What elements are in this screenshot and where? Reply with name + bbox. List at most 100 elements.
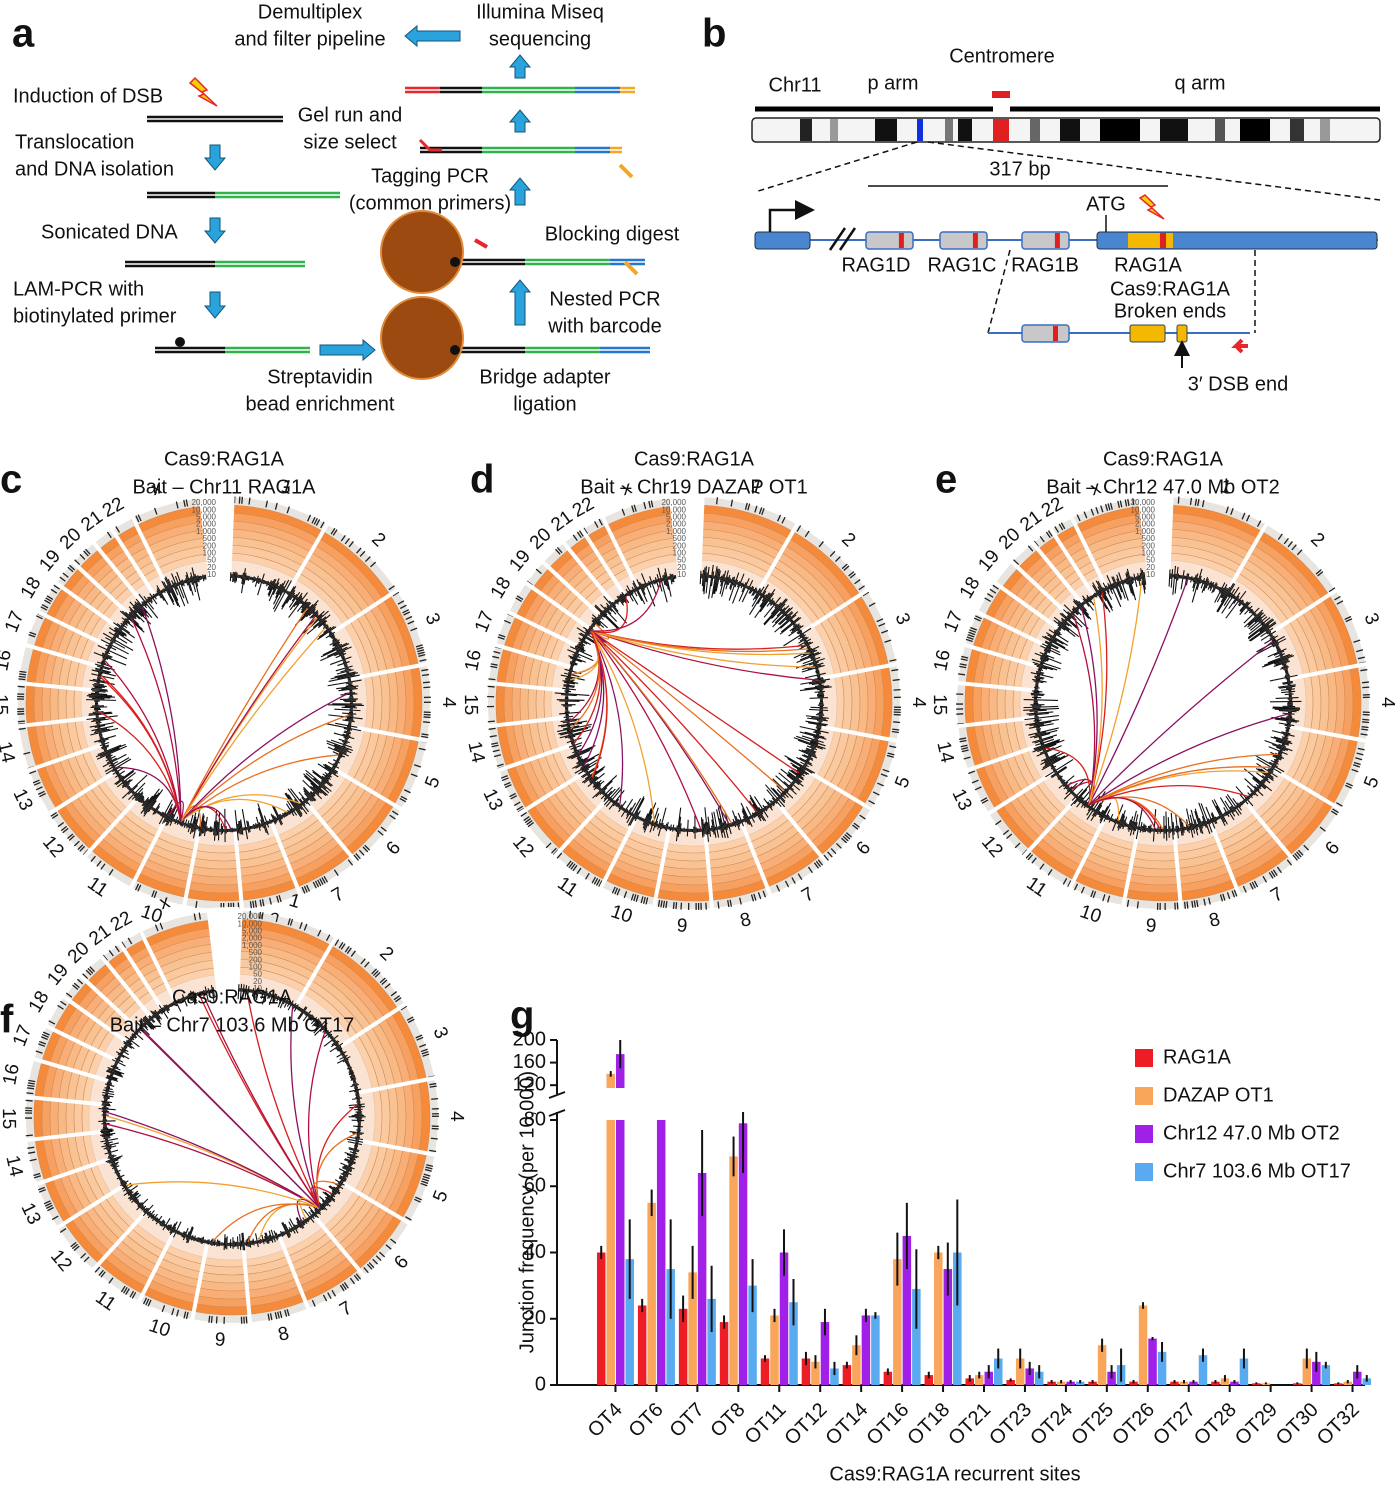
chromosome-label: 7 (1267, 883, 1287, 906)
bar (738, 1123, 748, 1385)
spoke (128, 816, 169, 890)
translocation-arc (97, 710, 182, 822)
x-tick-label: OT4 (584, 1399, 627, 1442)
translocation-arc (299, 1197, 320, 1220)
biotin (450, 345, 460, 355)
spoke (598, 816, 639, 890)
scale-label: 500 (203, 534, 217, 543)
scale-label: 20 (677, 563, 686, 572)
scale-label: 1,000 (1135, 527, 1156, 536)
spoke (357, 1075, 437, 1095)
bar (801, 1358, 811, 1385)
scale-label: 5,000 (196, 513, 217, 522)
label: Chr11 (769, 74, 822, 96)
spoke (330, 587, 400, 635)
label: and DNA isolation (15, 158, 174, 180)
translocation-arc (590, 581, 662, 632)
spoke (802, 767, 874, 812)
rss (972, 233, 978, 248)
scale-label: 50 (207, 556, 216, 565)
x-tick-label: OT11 (741, 1399, 791, 1449)
bead (380, 210, 464, 294)
chromosome-label: 6 (1321, 838, 1344, 860)
chromosome-label: 8 (276, 1323, 291, 1346)
spoke (130, 515, 170, 590)
scale-label: 50 (1146, 556, 1155, 565)
chromosome-label: 9 (214, 1329, 226, 1351)
spoke (23, 642, 102, 669)
chromosome-label: 18 (25, 988, 54, 1017)
chromosome-label: 20 (64, 938, 94, 968)
chromosome-label: 15 (929, 694, 950, 715)
label: (common primers) (349, 192, 511, 214)
spoke (34, 1156, 112, 1187)
histogram (554, 564, 832, 842)
bar (647, 1202, 656, 1385)
spoke (277, 1235, 311, 1312)
bar (1015, 1358, 1025, 1385)
chromosome-label: 14 (463, 740, 488, 766)
scale-label: 2,000 (242, 934, 263, 943)
chromosome-label: 7 (328, 883, 348, 906)
chromosome-label: 17 (1, 608, 28, 635)
band (1320, 119, 1330, 141)
scale-label: 10,000 (662, 505, 687, 514)
chromosome-label: 4 (1377, 697, 1395, 708)
y-axis-label: Junction frequency (per 10,000) (516, 1071, 538, 1353)
chromosome-label: 18 (487, 574, 516, 603)
bar (975, 1375, 984, 1385)
chromosome-label: 10 (1077, 901, 1104, 928)
chromosome-label: 16 (930, 648, 955, 673)
chromosome-label: 6 (852, 838, 875, 860)
bar (596, 1252, 606, 1385)
translocation-arc (180, 692, 350, 822)
bar (1148, 1338, 1157, 1385)
scale-label: 20 (253, 977, 262, 986)
chromosome-label: 15 (460, 694, 481, 715)
bar (852, 1345, 861, 1385)
bar (760, 1358, 770, 1385)
y-tick-label: 120 (513, 1073, 546, 1095)
spoke (340, 1181, 412, 1226)
bar (1302, 1358, 1312, 1385)
bar (820, 1322, 830, 1385)
scale-label: 20,000 (238, 912, 263, 921)
zoom (987, 249, 1256, 334)
spoke (25, 1129, 106, 1143)
chromosome-label: 4 (908, 697, 929, 708)
chromosome-label: 5 (421, 774, 444, 791)
x-tick-label: OT7 (666, 1399, 709, 1442)
bar (606, 1120, 615, 1385)
exon (1129, 324, 1166, 343)
bar (1097, 1345, 1107, 1385)
translocation-arc (290, 1006, 321, 1208)
spoke (1030, 540, 1084, 605)
exon (1176, 324, 1188, 343)
bar (615, 1120, 625, 1385)
chromosome-label: 18 (956, 574, 985, 603)
scale-label: 50 (677, 556, 686, 565)
chromosome-label: 7 (798, 883, 818, 906)
primer (1231, 338, 1248, 354)
x-tick-label: OT16 (862, 1399, 913, 1450)
chromosome-label: 12 (508, 832, 538, 862)
chromosome-label: 16 (461, 648, 486, 673)
spoke (349, 661, 429, 681)
bolt (188, 76, 218, 107)
scale-label: 100 (249, 963, 263, 972)
scale-label: 200 (203, 541, 217, 550)
spoke (99, 954, 153, 1019)
label: Nested PCR (549, 288, 660, 310)
label: RAG1A (1114, 254, 1182, 276)
bar (656, 1120, 666, 1385)
scale-label: 5,000 (242, 927, 263, 936)
label: Broken ends (1114, 300, 1226, 322)
chromosome-label: 3 (890, 610, 913, 628)
chromosome-label: 5 (891, 774, 914, 791)
primer (623, 260, 639, 276)
translocation-arc (1088, 640, 1274, 806)
scale-label: 20,000 (1131, 498, 1156, 507)
translocation-arc (1088, 713, 1289, 806)
panel-letter: b (702, 12, 726, 56)
